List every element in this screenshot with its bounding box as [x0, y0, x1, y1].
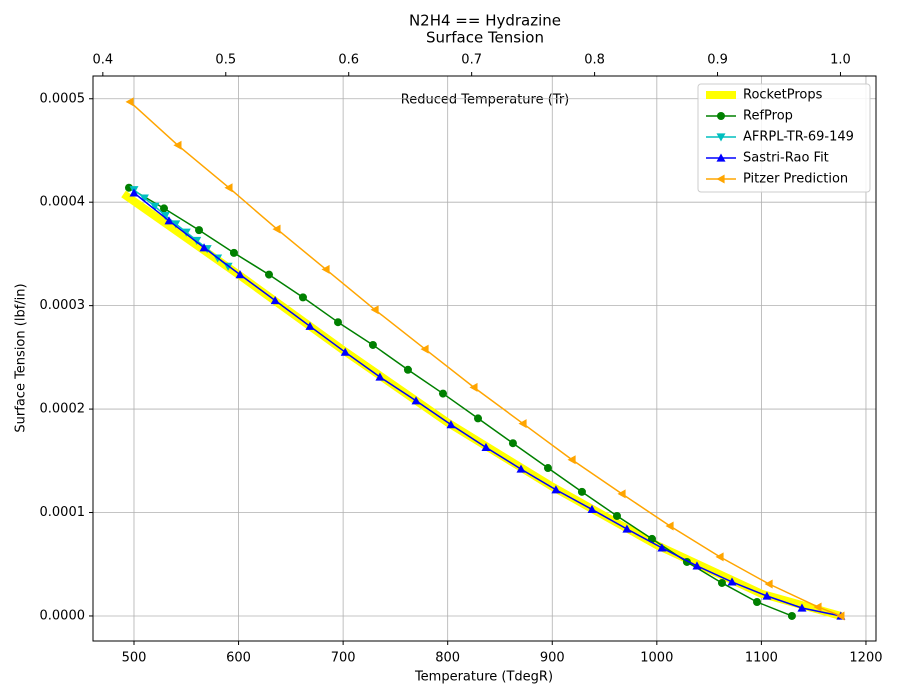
marker — [160, 212, 170, 221]
series-line — [129, 101, 842, 617]
y-tick-label: 0.0000 — [40, 608, 86, 623]
x-tick-label: 1200 — [849, 651, 882, 666]
marker — [272, 224, 281, 234]
marker — [160, 204, 169, 213]
marker — [403, 365, 412, 374]
marker — [516, 464, 526, 473]
marker — [762, 591, 772, 600]
marker — [481, 442, 491, 451]
x-tick-label: 1000 — [640, 651, 673, 666]
marker — [469, 382, 478, 392]
chart-subtitle: Surface Tension — [426, 29, 544, 47]
y-tick-label: 0.0001 — [40, 505, 86, 520]
x-tick-label: 800 — [435, 651, 460, 666]
legend-label: Sastri-Rao Fit — [743, 151, 829, 166]
x-tick-label: 700 — [331, 651, 356, 666]
marker — [665, 521, 674, 531]
y-axis-label: Surface Tension (lbf/in) — [14, 283, 29, 432]
marker — [129, 188, 139, 197]
marker — [164, 216, 174, 225]
legend-label: AFRPL-TR-69-149 — [743, 130, 854, 145]
marker — [717, 578, 726, 587]
marker — [229, 248, 238, 257]
marker — [446, 420, 456, 429]
marker — [657, 543, 667, 552]
marker — [305, 321, 315, 330]
marker — [787, 611, 796, 620]
marker — [173, 140, 182, 150]
x-tick-label: 600 — [226, 651, 251, 666]
marker — [551, 485, 561, 494]
marker — [518, 419, 527, 429]
marker — [727, 577, 737, 586]
x-tick-label: 500 — [122, 651, 147, 666]
marker — [587, 504, 597, 514]
marker — [124, 183, 133, 192]
y-tick-label: 0.0002 — [40, 402, 86, 417]
marker — [298, 293, 307, 302]
chart-title: N2H4 == Hydrazine — [409, 12, 561, 30]
marker — [508, 439, 517, 448]
x2-tick-label: 0.7 — [461, 53, 482, 68]
marker — [375, 372, 385, 381]
x-axis-label: Temperature (TdegR) — [414, 670, 553, 685]
marker — [340, 347, 350, 356]
marker — [125, 97, 134, 107]
legend-label: RefProp — [743, 109, 793, 124]
marker — [420, 344, 429, 354]
marker — [753, 598, 762, 607]
plot-frame — [92, 75, 877, 642]
marker — [813, 602, 822, 612]
marker — [543, 464, 552, 473]
marker — [224, 183, 233, 193]
marker — [622, 524, 632, 533]
y-tick-label: 0.0005 — [40, 91, 86, 106]
marker — [192, 236, 202, 245]
marker — [411, 396, 421, 405]
marker — [764, 579, 773, 589]
y-tick-label: 0.0004 — [40, 195, 86, 210]
marker — [617, 489, 626, 499]
marker — [199, 243, 209, 252]
x2-tick-label: 0.6 — [338, 53, 359, 68]
legend-box — [697, 83, 871, 193]
x2-tick-label: 0.8 — [584, 53, 605, 68]
legend-marker — [716, 133, 726, 142]
marker — [474, 414, 483, 423]
legend-marker — [716, 174, 725, 184]
x2-tick-label: 1.0 — [830, 53, 851, 68]
x-tick-label: 900 — [540, 651, 565, 666]
marker — [438, 389, 447, 398]
legend-label: Pitzer Prediction — [743, 172, 848, 187]
marker — [195, 226, 204, 235]
legend-marker — [717, 112, 725, 120]
marker — [171, 220, 181, 229]
marker — [797, 603, 807, 612]
x2-tick-label: 0.9 — [707, 53, 728, 68]
marker — [692, 561, 702, 570]
marker — [139, 194, 149, 203]
x-tick-label: 1100 — [745, 651, 778, 666]
x2-axis-label: Reduced Temperature (Tr) — [401, 93, 569, 108]
x2-tick-label: 0.5 — [215, 53, 236, 68]
marker — [370, 305, 379, 315]
marker — [836, 611, 845, 621]
marker — [368, 340, 377, 349]
marker — [264, 270, 273, 279]
marker — [334, 318, 343, 327]
marker — [567, 455, 576, 465]
x2-tick-label: 0.4 — [92, 53, 113, 68]
marker — [321, 264, 330, 274]
marker — [270, 295, 280, 305]
marker — [715, 552, 724, 562]
legend-marker — [716, 153, 726, 162]
marker — [612, 511, 621, 520]
legend-label: RocketProps — [743, 88, 823, 103]
marker — [235, 270, 245, 279]
marker — [577, 487, 586, 496]
y-tick-label: 0.0003 — [40, 298, 86, 313]
marker — [150, 202, 160, 211]
marker — [181, 228, 191, 237]
